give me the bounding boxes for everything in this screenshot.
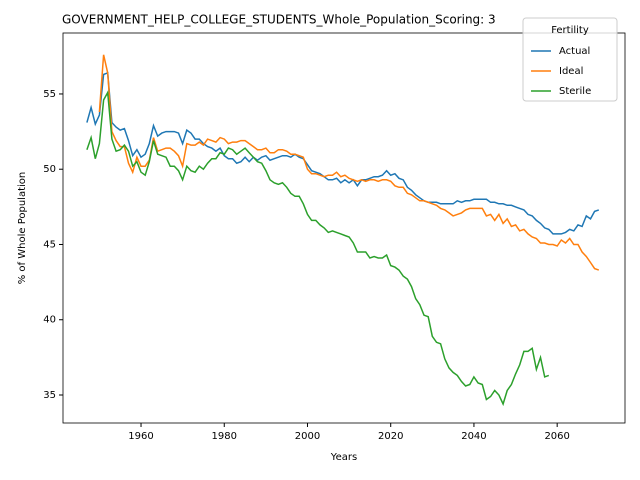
- x-tick-label: 1980: [212, 431, 237, 442]
- x-tick-label: 1960: [128, 431, 153, 442]
- series-line: [98, 54, 600, 271]
- y-tick-label: 55: [43, 89, 56, 100]
- x-tick-label: 2060: [544, 431, 569, 442]
- series-line: [86, 71, 600, 235]
- x-tick-label: 2040: [461, 431, 486, 442]
- legend-title: Fertility: [551, 25, 589, 36]
- series-line: [86, 89, 550, 407]
- x-tick-label: 2000: [295, 431, 320, 442]
- chart-title: GOVERNMENT_HELP_COLLEGE_STUDENTS_Whole_P…: [62, 13, 496, 27]
- x-axis-label: Years: [330, 452, 357, 463]
- legend-box: [522, 17, 618, 102]
- legend-label: Actual: [559, 46, 590, 57]
- legend-label: Sterile: [559, 86, 591, 97]
- y-axis-label: % of Whole Population: [17, 172, 28, 285]
- y-tick-label: 50: [43, 164, 56, 175]
- x-tick-label: 2020: [378, 431, 403, 442]
- plot-frame: [62, 32, 626, 424]
- legend-label: Ideal: [559, 66, 583, 77]
- y-tick-label: 40: [43, 315, 56, 326]
- y-tick-label: 45: [43, 239, 56, 250]
- y-tick-label: 35: [43, 390, 56, 401]
